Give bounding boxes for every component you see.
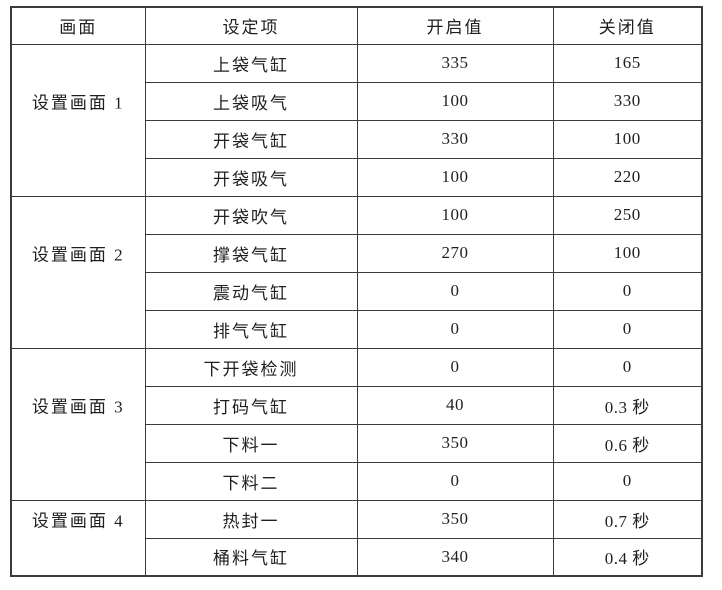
open-value-cell: 340	[356, 537, 554, 577]
table-row: 设置画面 4 热封一 350 0.7 秒	[10, 499, 703, 577]
open-value-cell: 100	[356, 195, 554, 235]
table-row: 下料二 0 0	[11, 461, 703, 501]
close-value-cell: 0.4 秒	[552, 537, 703, 577]
setting-name-cell: 上袋气缸	[144, 43, 358, 83]
open-value-cell: 0	[356, 461, 554, 501]
table-row: 设置画面 2 开袋吹气 100 250	[10, 195, 703, 349]
close-value-cell: 100	[552, 233, 703, 273]
header-row: 画面 设定项 开启值 关闭值	[10, 6, 703, 45]
setting-name-cell: 开袋吸气	[144, 157, 358, 197]
close-value-cell: 0	[552, 271, 703, 311]
close-value-cell: 0	[552, 347, 703, 387]
open-value-cell: 330	[356, 119, 554, 159]
open-value-cell: 270	[356, 233, 554, 273]
table-row: 桶料气缸 340 0.4 秒	[11, 537, 703, 577]
table-row: 撑袋气缸 270 100	[11, 233, 703, 273]
close-value-cell: 0.6 秒	[552, 423, 703, 463]
close-value-cell: 330	[552, 81, 703, 121]
open-value-cell: 40	[356, 385, 554, 425]
group-cell-screen-1: 设置画面 1	[10, 43, 146, 197]
column-header-screen: 画面	[10, 6, 146, 45]
setting-name-cell: 热封一	[144, 499, 358, 539]
open-value-cell: 0	[356, 309, 554, 349]
setting-name-cell: 下开袋检测	[144, 347, 358, 387]
setting-name-cell: 上袋吸气	[144, 81, 358, 121]
setting-name-cell: 开袋气缸	[144, 119, 358, 159]
column-header-setting: 设定项	[144, 6, 358, 45]
setting-name-cell: 撑袋气缸	[144, 233, 358, 273]
group-label: 设置画面 3	[31, 397, 125, 417]
open-value-cell: 100	[356, 81, 554, 121]
table-row: 设置画面 3 下开袋检测 0 0	[10, 347, 703, 501]
close-value-cell: 100	[552, 119, 703, 159]
group-label: 设置画面 2	[31, 245, 125, 265]
setting-name-cell: 下料二	[144, 461, 358, 501]
table-row: 上袋吸气 100 330	[11, 81, 703, 121]
settings-table: 画面 设定项 开启值 关闭值 设置画面 1 上袋气缸 335 165 上袋吸气 …	[10, 6, 703, 577]
close-value-cell: 0.7 秒	[552, 499, 703, 539]
open-value-cell: 100	[356, 157, 554, 197]
group-cell-screen-4: 设置画面 4	[10, 499, 146, 577]
setting-name-cell: 桶料气缸	[144, 537, 358, 577]
table-row: 设置画面 1 上袋气缸 335 165	[10, 43, 703, 197]
close-value-cell: 0	[552, 309, 703, 349]
group-cell-screen-3: 设置画面 3	[10, 347, 146, 501]
column-header-close-value: 关闭值	[552, 6, 703, 45]
setting-name-cell: 打码气缸	[144, 385, 358, 425]
table-row: 下料一 350 0.6 秒	[11, 423, 703, 463]
column-header-open-value: 开启值	[356, 6, 554, 45]
open-value-cell: 0	[356, 347, 554, 387]
open-value-cell: 350	[356, 423, 554, 463]
close-value-cell: 165	[552, 43, 703, 83]
close-value-cell: 0	[552, 461, 703, 501]
open-value-cell: 350	[356, 499, 554, 539]
table-row: 排气气缸 0 0	[11, 309, 703, 349]
table-row: 打码气缸 40 0.3 秒	[11, 385, 703, 425]
group-cell-screen-2: 设置画面 2	[10, 195, 146, 349]
setting-name-cell: 震动气缸	[144, 271, 358, 311]
setting-name-cell: 排气气缸	[144, 309, 358, 349]
close-value-cell: 220	[552, 157, 703, 197]
setting-name-cell: 下料一	[144, 423, 358, 463]
group-label: 设置画面 4	[31, 511, 125, 531]
close-value-cell: 250	[552, 195, 703, 235]
group-label: 设置画面 1	[31, 93, 125, 113]
close-value-cell: 0.3 秒	[552, 385, 703, 425]
table-row: 开袋吸气 100 220	[11, 157, 703, 197]
setting-name-cell: 开袋吹气	[144, 195, 358, 235]
table-row: 开袋气缸 330 100	[11, 119, 703, 159]
open-value-cell: 335	[356, 43, 554, 83]
open-value-cell: 0	[356, 271, 554, 311]
